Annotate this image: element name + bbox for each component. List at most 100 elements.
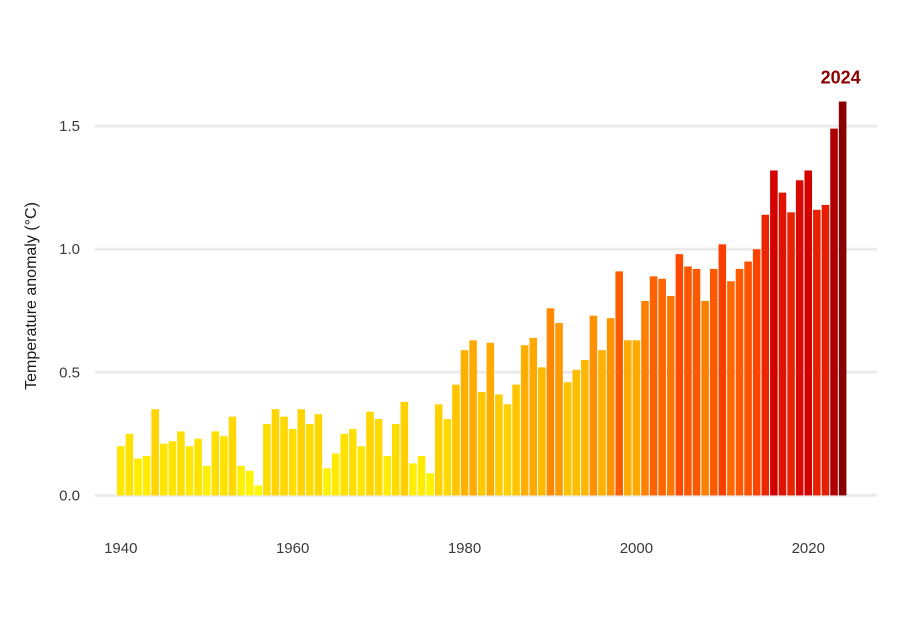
bar-2017 <box>778 192 787 496</box>
bar-2009 <box>709 268 718 496</box>
bar-1956 <box>254 485 263 496</box>
bar-2021 <box>813 209 821 496</box>
bar-1958 <box>271 409 280 496</box>
bar-1985 <box>503 404 512 496</box>
bar-1942 <box>134 458 142 496</box>
bar-2003 <box>658 278 666 496</box>
bar-1999 <box>624 340 632 496</box>
y-tick-label: 1.0 <box>59 241 80 258</box>
bars <box>116 101 847 496</box>
bar-1952 <box>220 436 228 496</box>
bar-1977 <box>434 404 443 496</box>
x-tick-label: 1940 <box>104 540 137 557</box>
bar-1953 <box>228 416 237 496</box>
bar-2022 <box>821 204 830 496</box>
bar-1959 <box>280 416 288 496</box>
bar-2007 <box>692 268 701 496</box>
bar-1970 <box>374 419 383 496</box>
bar-1961 <box>297 409 306 496</box>
bar-1980 <box>460 350 469 496</box>
bar-2024 <box>838 101 847 496</box>
bar-1969 <box>366 411 374 496</box>
bar-1941 <box>125 433 134 496</box>
bar-1962 <box>306 424 314 496</box>
bar-1964 <box>323 468 331 496</box>
bar-2008 <box>701 300 709 496</box>
x-tick-label: 1960 <box>276 540 309 557</box>
bar-1989 <box>538 367 546 496</box>
bar-1979 <box>452 384 460 496</box>
bar-1957 <box>263 424 271 496</box>
bar-1996 <box>598 350 606 496</box>
y-axis-title: Temperature anomaly (°C) <box>23 202 40 390</box>
bar-1944 <box>151 409 159 496</box>
bar-1983 <box>486 342 495 496</box>
bar-1995 <box>589 315 598 496</box>
bar-2019 <box>795 180 804 496</box>
bar-1981 <box>469 340 477 496</box>
bar-1987 <box>520 345 529 496</box>
bar-2023 <box>830 128 838 496</box>
bar-1997 <box>606 318 615 496</box>
bar-1992 <box>563 382 572 496</box>
bar-1951 <box>211 431 220 496</box>
bar-1965 <box>331 453 340 496</box>
bar-1988 <box>529 337 538 496</box>
bar-2005 <box>675 254 684 496</box>
bar-1960 <box>288 428 297 496</box>
x-tick-label: 2020 <box>792 540 825 557</box>
bar-2013 <box>744 261 752 496</box>
bar-1975 <box>417 456 426 496</box>
y-tick-label: 0.0 <box>59 487 80 504</box>
bar-2011 <box>727 281 735 496</box>
bar-1994 <box>581 360 589 496</box>
bar-1984 <box>495 394 503 496</box>
bar-1993 <box>572 369 581 496</box>
bar-1967 <box>349 428 357 496</box>
bar-2001 <box>641 300 649 496</box>
bar-2004 <box>666 296 675 496</box>
bar-1947 <box>177 431 185 496</box>
bar-1974 <box>409 463 417 496</box>
y-tick-label: 1.5 <box>59 118 80 135</box>
bar-1954 <box>237 465 245 496</box>
bar-2006 <box>684 266 692 496</box>
bar-1955 <box>245 470 254 496</box>
x-tick-label: 2000 <box>620 540 653 557</box>
bar-2000 <box>632 340 641 496</box>
bar-1940 <box>116 446 125 496</box>
bar-1978 <box>443 419 452 496</box>
bar-2012 <box>735 268 744 496</box>
bar-1946 <box>168 441 177 496</box>
bar-1998 <box>615 271 623 496</box>
bar-1948 <box>185 446 194 496</box>
bar-1976 <box>426 473 434 496</box>
bar-1971 <box>383 456 391 496</box>
x-tick-label: 1980 <box>448 540 481 557</box>
bar-2020 <box>804 170 813 496</box>
bar-1966 <box>340 433 348 496</box>
bar-2018 <box>787 212 795 496</box>
bar-2002 <box>649 276 658 496</box>
bar-1973 <box>400 401 409 496</box>
bar-1943 <box>142 456 151 496</box>
bar-1950 <box>202 465 211 496</box>
bar-1990 <box>546 308 555 496</box>
bar-1991 <box>555 323 563 496</box>
y-axis-ticks: 0.0 0.5 1.0 1.5 <box>59 118 80 504</box>
bar-1982 <box>477 392 486 496</box>
highlight-year-label: 2024 <box>821 68 861 88</box>
bar-1963 <box>314 414 323 496</box>
bar-2010 <box>718 244 727 496</box>
y-tick-label: 0.5 <box>59 364 80 381</box>
bar-1968 <box>357 446 366 496</box>
bar-1986 <box>512 384 520 496</box>
bar-2016 <box>770 170 778 496</box>
bar-1972 <box>391 424 400 496</box>
bar-2014 <box>752 249 761 496</box>
bar-2015 <box>761 214 770 496</box>
x-axis-ticks: 1940 1960 1980 2000 2020 <box>104 540 825 557</box>
bar-1949 <box>194 438 202 496</box>
